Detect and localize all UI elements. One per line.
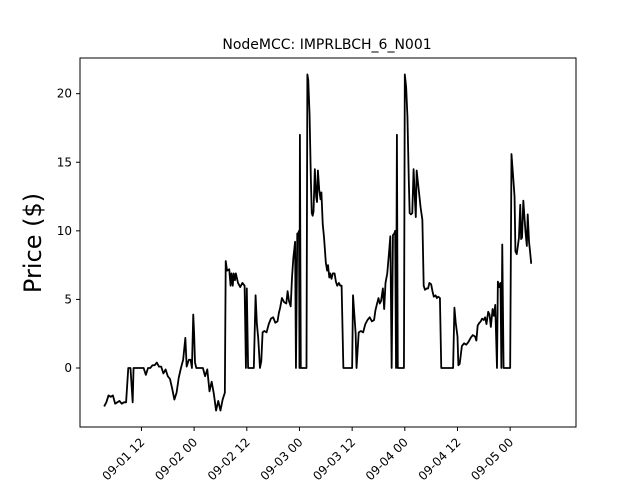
plot-frame <box>79 57 577 428</box>
x-tick-label: 09-01 12 <box>100 435 148 480</box>
x-tick-label: 09-04 12 <box>416 435 464 480</box>
y-tick-label: 10 <box>57 224 72 238</box>
x-tick-label: 09-02 12 <box>205 435 253 480</box>
y-axis-label: Price ($) <box>19 193 47 293</box>
x-tick-label: 09-04 00 <box>363 435 411 480</box>
series-line <box>103 73 533 412</box>
y-tick-label: 0 <box>64 361 72 375</box>
x-tick-label: 09-05 00 <box>468 435 516 480</box>
y-axis-ticks: 0 5 10 15 20 <box>57 87 80 375</box>
y-tick-label: 5 <box>64 292 72 306</box>
x-tick-label: 09-03 00 <box>258 435 306 480</box>
y-tick-label: 20 <box>57 87 72 101</box>
x-tick-label: 09-03 12 <box>310 435 358 480</box>
y-tick-label: 15 <box>57 155 72 169</box>
x-axis-ticks: 09-01 12 09-02 00 09-02 12 09-03 00 09-03 12… <box>100 427 516 480</box>
chart-title: NodeMCC: IMPRLBCH_6_N001 <box>222 37 431 53</box>
x-tick-label: 09-02 00 <box>152 435 200 480</box>
